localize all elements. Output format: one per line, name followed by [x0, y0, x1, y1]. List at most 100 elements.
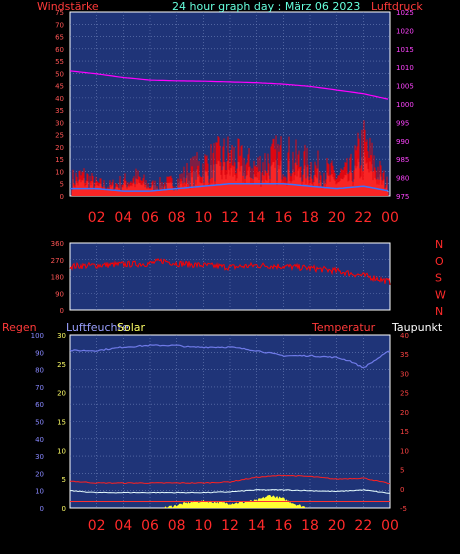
- compass-label: S: [435, 272, 442, 285]
- rain-axis-title: Regen: [2, 321, 37, 334]
- pressure-tick-label: 995: [396, 119, 409, 127]
- direction-tick-label: 0: [60, 307, 64, 315]
- wind-tick-label: 45: [55, 83, 64, 91]
- humidity-axis-title: Luftfeuchte: [66, 321, 129, 334]
- rain-tick-label: 70: [35, 384, 44, 392]
- humidity-tick-label: 25: [57, 361, 66, 369]
- x-tick-label: 22: [354, 518, 372, 534]
- wind-tick-label: 5: [60, 181, 64, 189]
- rain-tick-label: 20: [35, 470, 44, 478]
- dewpoint-line: [69, 489, 390, 494]
- rain-tick-label: 90: [35, 349, 44, 357]
- x-tick-label: 12: [221, 518, 239, 534]
- temperature-tick-label: 40: [400, 332, 409, 340]
- x-tick-label: 04: [114, 210, 132, 226]
- wind-average-line: [70, 182, 389, 192]
- wind-tick-label: 55: [55, 58, 64, 66]
- rain-tick-label: 100: [31, 332, 44, 340]
- wind-direction-trace: [69, 258, 391, 285]
- x-tick-label: 12: [221, 210, 239, 226]
- wind-tick-label: 65: [55, 34, 64, 42]
- pressure-axis-title: Luftdruck: [371, 0, 423, 13]
- wind-tick-label: 75: [55, 9, 64, 17]
- temperature-tick-label: 15: [400, 428, 409, 436]
- temperature-axis-title: Temperatur: [311, 321, 376, 334]
- pressure-tick-label: 1020: [396, 27, 414, 35]
- temperature-tick-label: 30: [400, 370, 409, 378]
- x-tick-label: 22: [354, 210, 372, 226]
- x-tick-label: 04: [114, 518, 132, 534]
- wind-tick-label: 50: [55, 70, 64, 78]
- wind-tick-label: 10: [55, 168, 64, 176]
- humidity-tick-label: 15: [57, 419, 66, 427]
- wind-tick-label: 25: [55, 132, 64, 140]
- rain-tick-label: 10: [35, 488, 44, 496]
- rain-tick-label: 80: [35, 367, 44, 375]
- rain-tick-label: 50: [35, 419, 44, 427]
- humidity-tick-label: 10: [57, 447, 66, 455]
- temperature-tick-label: 0: [400, 486, 404, 494]
- x-tick-label: 08: [168, 210, 186, 226]
- rain-tick-label: 0: [40, 505, 44, 513]
- compass-label: W: [435, 288, 446, 301]
- direction-tick-label: 180: [51, 274, 64, 282]
- x-tick-label: 16: [274, 518, 292, 534]
- humidity-tick-label: 0: [62, 505, 66, 513]
- pressure-tick-label: 1005: [396, 83, 414, 91]
- humidity-tick-label: 30: [57, 332, 66, 340]
- pressure-tick-label: 985: [396, 156, 409, 164]
- x-tick-label: 14: [248, 210, 266, 226]
- x-tick-label: 20: [328, 518, 346, 534]
- wind-pressure-panel: 0510152025303540455055606570759759809859…: [55, 9, 414, 226]
- direction-tick-label: 90: [55, 290, 64, 298]
- pressure-tick-label: 1025: [396, 9, 414, 17]
- x-tick-label: 10: [194, 210, 212, 226]
- wind-tick-label: 15: [55, 156, 64, 164]
- rain-tick-label: 30: [35, 453, 44, 461]
- x-tick-label: 00: [381, 210, 399, 226]
- compass-label: N: [435, 305, 443, 318]
- wind-tick-label: 35: [55, 107, 64, 115]
- wind-axis-title: Windstärke: [37, 0, 99, 13]
- solar-area: [163, 495, 310, 508]
- x-tick-label: 06: [141, 210, 159, 226]
- pressure-tick-label: 1010: [396, 64, 414, 72]
- pressure-tick-label: 975: [396, 193, 409, 201]
- climate-panel: 0102030405060708090100051015202530-50510…: [31, 332, 409, 534]
- temperature-tick-label: 5: [400, 467, 404, 475]
- pressure-tick-label: 990: [396, 138, 409, 146]
- temperature-tick-label: 20: [400, 409, 409, 417]
- x-tick-label: 18: [301, 518, 319, 534]
- pressure-line: [69, 70, 389, 100]
- pressure-tick-label: 1015: [396, 46, 414, 54]
- rain-tick-label: 40: [35, 436, 44, 444]
- wind-tick-label: 20: [55, 144, 64, 152]
- x-tick-label: 00: [381, 518, 399, 534]
- temperature-tick-label: -5: [400, 505, 407, 513]
- humidity-tick-label: 5: [62, 476, 66, 484]
- temperature-tick-label: 10: [400, 447, 409, 455]
- direction-tick-label: 360: [51, 240, 64, 248]
- wind-tick-label: 60: [55, 46, 64, 54]
- wind-tick-label: 0: [60, 193, 64, 201]
- rain-tick-label: 60: [35, 401, 44, 409]
- x-tick-label: 02: [88, 210, 106, 226]
- x-tick-label: 16: [274, 210, 292, 226]
- compass-label: N: [435, 238, 443, 251]
- humidity-line: [69, 344, 391, 369]
- wind-tick-label: 70: [55, 21, 64, 29]
- humidity-tick-label: 20: [57, 390, 66, 398]
- solar-axis-title: Solar: [117, 321, 146, 334]
- x-tick-label: 20: [328, 210, 346, 226]
- x-tick-label: 02: [88, 518, 106, 534]
- x-tick-label: 06: [141, 518, 159, 534]
- pressure-tick-label: 1000: [396, 101, 414, 109]
- pressure-tick-label: 980: [396, 175, 409, 183]
- wind-tick-label: 40: [55, 95, 64, 103]
- temperature-line: [69, 474, 390, 485]
- temperature-tick-label: 35: [400, 351, 409, 359]
- direction-tick-label: 270: [51, 257, 64, 265]
- temperature-tick-label: 25: [400, 390, 409, 398]
